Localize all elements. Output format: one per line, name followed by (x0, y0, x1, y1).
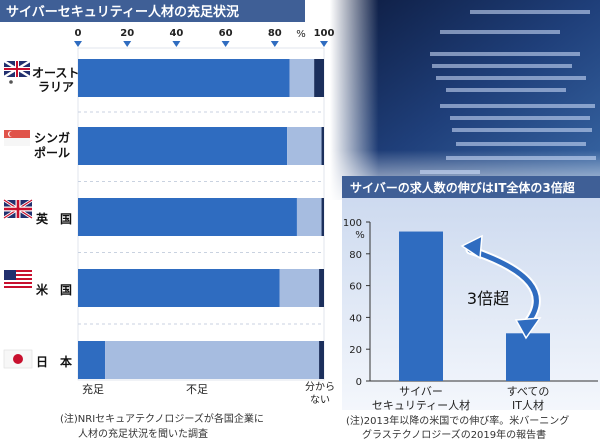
right-bar (399, 231, 443, 381)
background-photo (330, 0, 600, 200)
bar-segment-insufficient (279, 269, 320, 307)
left-tick-label: 0 (75, 28, 82, 39)
right-note-1: (注)2013年以降の米国での伸び率。米バーニング (346, 414, 569, 427)
right-bar (506, 333, 550, 381)
legend-sufficient: 充足 (82, 382, 104, 396)
right-tick-label: 0 (356, 377, 362, 388)
right-cat2-line1: すべての (507, 385, 550, 398)
bar-segment-unknown (314, 59, 324, 97)
right-tick-label: 80 (349, 250, 362, 261)
left-tick-marker (74, 41, 82, 47)
left-chart-title: サイバーセキュリティー人材の充足状況 (6, 4, 239, 20)
left-tick-label: 100 (314, 28, 335, 39)
left-tick-label: 20 (120, 28, 134, 39)
bar-segment-unknown (321, 198, 324, 236)
left-x-axis: 0 20 40 60 80 100 (74, 28, 334, 47)
bar-segment-sufficient (78, 198, 297, 236)
right-title-bar (342, 176, 600, 198)
left-tick-marker (270, 41, 279, 47)
left-tick-marker (320, 41, 328, 47)
right-chart-title: サイバーの求人数の伸びはIT全体の3倍超 (350, 180, 576, 195)
label-uk: 英 国 (36, 211, 72, 226)
right-axis-unit: % (355, 230, 365, 241)
growth-annotation: 3倍超 (467, 289, 509, 308)
right-tick-label: 100 (343, 218, 362, 229)
bar-segment-insufficient (105, 341, 320, 379)
left-grid (78, 111, 324, 325)
flag-singapore-icon (4, 130, 30, 146)
left-note-2: 人材の充足状況を聞いた調査 (78, 427, 208, 440)
left-tick-marker (221, 41, 230, 47)
left-tick-marker (123, 41, 132, 47)
left-tick-label: 60 (219, 28, 233, 39)
right-tick-label: 60 (349, 282, 362, 293)
left-note-1: (注)NRIセキュアテクノロジーズが各国企業に (60, 412, 264, 425)
left-tick-label: 80 (268, 28, 282, 39)
label-japan: 日 本 (36, 354, 72, 369)
label-singapore-2: ポール (34, 145, 70, 160)
right-tick-label: 20 (349, 345, 362, 356)
right-note-2: グラステクノロジーズの2019年の報告書 (362, 428, 546, 441)
bar-segment-sufficient (78, 269, 280, 307)
label-us: 米 国 (36, 282, 72, 297)
bar-segment-insufficient (289, 59, 315, 97)
right-bars (399, 231, 550, 381)
bar-segment-unknown (319, 341, 324, 379)
bar-segment-sufficient (78, 59, 290, 97)
label-australia-1: オースト (32, 66, 79, 80)
right-tick-label: 40 (349, 313, 362, 324)
right-cat2-line2: IT人材 (512, 398, 544, 412)
right-cat1-line1: サイバー (399, 385, 443, 398)
flag-australia-icon (3, 59, 31, 84)
left-bars (78, 59, 324, 379)
bar-segment-sufficient (78, 127, 288, 165)
left-axis-unit: % (296, 29, 306, 40)
flag-uk-icon (3, 198, 33, 220)
left-title-bar (0, 0, 305, 22)
right-chart-panel (342, 176, 600, 410)
bar-segment-sufficient (78, 341, 106, 379)
bar-segment-insufficient (296, 198, 322, 236)
flag-japan-icon (3, 349, 33, 369)
bar-segment-insufficient (287, 127, 322, 165)
bar-segment-unknown (321, 127, 324, 165)
left-tick-marker (172, 41, 181, 47)
right-cat1-line2: セキュリティー人材 (372, 398, 470, 412)
legend-insufficient: 不足 (186, 383, 208, 396)
flag-us-icon (4, 270, 32, 290)
legend-unknown-1: 分から (305, 381, 335, 393)
left-tick-label: 40 (169, 28, 183, 39)
bar-segment-unknown (319, 269, 324, 307)
label-australia-2: ラリア (38, 80, 74, 94)
label-singapore-1: シンガ (34, 130, 70, 145)
growth-arrow-icon (460, 234, 542, 340)
legend-unknown-2: ない (310, 394, 330, 406)
